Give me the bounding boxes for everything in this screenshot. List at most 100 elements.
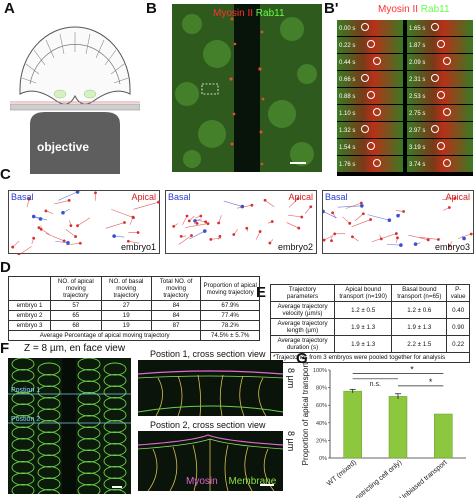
- table-d-h4: Proportion of apical moving trajectory: [200, 276, 260, 301]
- timestamp-label: 1.65 s: [409, 26, 426, 32]
- scale-label-2: 8 µm: [286, 431, 296, 452]
- trajectory-end-point: [469, 232, 473, 236]
- cell-outline: [77, 358, 101, 371]
- trajectory-end-point: [396, 213, 400, 218]
- position-1-label: Postion 1: [11, 387, 41, 394]
- embryo-label: embryo3: [434, 242, 470, 252]
- cross-section-1: [138, 360, 283, 416]
- cell-outline: [37, 362, 61, 376]
- bar: [343, 390, 362, 459]
- trajectory-end-point: [74, 235, 77, 238]
- cell-outline: [77, 392, 101, 405]
- tracking-circle: [361, 23, 369, 31]
- timelapse-frame: 2.53 s: [407, 88, 473, 104]
- trajectory-line: [264, 200, 275, 208]
- trajectory-line: [351, 219, 371, 228]
- table-row-average: Average Percentage of apical moving traj…: [7, 330, 260, 341]
- timestamp-label: 2.09 s: [409, 60, 426, 66]
- trajectory-line: [18, 246, 32, 256]
- cell-outline: [11, 358, 35, 371]
- tracking-circle: [367, 91, 375, 99]
- table-e: Trajectory parameters Apical bound trans…: [270, 284, 470, 363]
- trajectory-plot: [172, 197, 313, 245]
- table-cell: Average trajectory velocity (µm/s): [270, 301, 335, 319]
- cell-outline: [11, 392, 35, 405]
- cell-outline: [37, 420, 61, 433]
- trajectory-line: [322, 211, 337, 219]
- table-cell: embryo 3: [8, 320, 51, 331]
- y-axis-label: Proportion of apical transport: [301, 362, 310, 465]
- trajectory-end-point: [157, 200, 160, 204]
- trajectory-end-point: [112, 234, 116, 238]
- timelapse-frame: 1.76 s: [337, 156, 403, 172]
- timelapse-frame: 2.31 s: [407, 71, 473, 87]
- trajectory-end-point: [447, 244, 451, 248]
- panel-label-c: C: [0, 166, 11, 183]
- table-cell: embryo 1: [8, 300, 51, 311]
- trajectory-end-point: [185, 214, 189, 218]
- cell-outline: [77, 380, 101, 394]
- trajectory-line: [12, 240, 20, 248]
- trajectory-end-point: [348, 221, 352, 225]
- y-tick-label: 40%: [316, 421, 327, 427]
- cell-outline: [11, 369, 35, 382]
- apical-transport-chart: 0% 20% 40% 60% 80% 100%Proportion of apical t…: [301, 362, 466, 498]
- trajectory-end-point: [462, 236, 466, 241]
- trajectory-end-point: [331, 211, 335, 215]
- tracking-circle: [437, 91, 445, 99]
- table-cell: Average trajectory length (µm): [270, 318, 335, 336]
- timelapse-frame: 1.87 s: [407, 37, 473, 53]
- trajectory-end-point: [69, 224, 73, 227]
- tracking-circle: [361, 125, 369, 133]
- trajectory-line: [304, 206, 311, 214]
- table-d: NO. of apical moving trajectory NO. of b…: [7, 276, 260, 341]
- timelapse-frame: 2.97 s: [407, 122, 473, 138]
- table-e-h0: Trajectory parameters: [270, 284, 335, 302]
- trajectory-end-point: [44, 209, 48, 213]
- trajectory-line: [371, 233, 397, 243]
- trajectory-end-point: [27, 197, 31, 201]
- trajectory-end-point: [66, 241, 70, 245]
- table-cell: 19: [100, 310, 152, 321]
- cross-section-2-texture: [138, 431, 283, 491]
- trajectory-line: [58, 191, 78, 201]
- trajectory-end-point: [67, 199, 71, 202]
- trajectory-end-point: [37, 226, 41, 230]
- timestamp-label: 0.44 s: [339, 60, 356, 66]
- table-cell: 67.9%: [200, 300, 260, 311]
- trajectory-end-point: [206, 222, 210, 225]
- tracking-circle: [443, 108, 451, 116]
- cell-outline: [11, 438, 35, 451]
- table-d-h0: [8, 276, 51, 301]
- trajectory-end-point: [447, 206, 451, 209]
- y-tick-label: 20%: [316, 438, 327, 444]
- timestamp-label: 3.19 s: [409, 145, 426, 151]
- apical-label: Apical: [288, 192, 313, 202]
- trajectory-end-point: [232, 233, 236, 236]
- trajectory-line: [288, 214, 302, 218]
- table-e-footnote: *Trajectories from 3 embryos were pooled…: [270, 352, 470, 363]
- table-e-h3: P-value: [446, 284, 470, 302]
- table-cell: 2.2 ± 1.5: [391, 335, 448, 353]
- trajectory-line: [323, 235, 333, 241]
- trajectory-line: [345, 202, 362, 209]
- trajectory-line: [342, 216, 350, 224]
- table-cell: 1.9 ± 1.3: [333, 318, 393, 336]
- table-avg-label: Average Percentage of apical moving traj…: [7, 330, 202, 341]
- timelapse-frame: 0.66 s: [337, 71, 403, 87]
- panel-label-d: D: [0, 259, 11, 276]
- trajectory-end-point: [297, 226, 301, 230]
- cell-outline: [103, 466, 127, 479]
- cell-outline: [37, 374, 61, 387]
- timelapse-frame: 0.88 s: [337, 88, 403, 104]
- trajectory-end-point: [31, 214, 36, 219]
- cell-outline: [103, 443, 127, 456]
- timestamp-label: 1.76 s: [339, 162, 356, 168]
- trajectory-end-point: [413, 242, 418, 246]
- bar: [388, 396, 408, 459]
- timelapse-frame: 1.54 s: [337, 139, 403, 155]
- bprime-rab11-label: Rab11: [420, 4, 450, 15]
- trajectory-line: [45, 233, 65, 242]
- cell-outline: [11, 461, 35, 474]
- objective-label: objective: [37, 140, 90, 154]
